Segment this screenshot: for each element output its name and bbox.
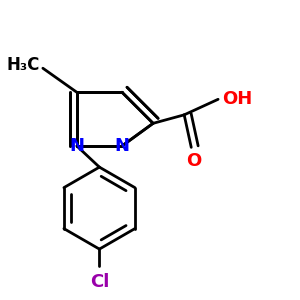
- Polygon shape: [77, 92, 153, 146]
- Text: O: O: [186, 152, 202, 169]
- Text: N: N: [115, 137, 130, 155]
- Text: OH: OH: [222, 90, 253, 108]
- Text: H₃C: H₃C: [7, 56, 40, 74]
- Text: Cl: Cl: [90, 273, 109, 291]
- Text: N: N: [69, 137, 84, 155]
- Polygon shape: [64, 167, 135, 249]
